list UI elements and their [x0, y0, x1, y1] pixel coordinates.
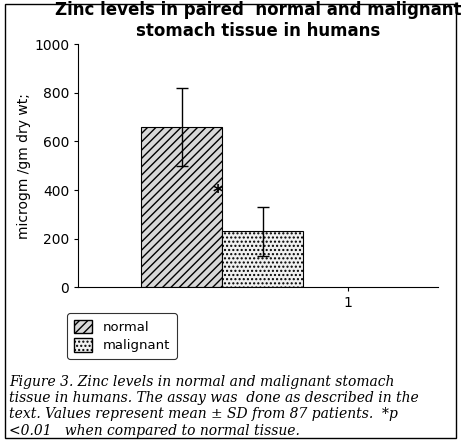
- Text: Figure 3. Zinc levels in normal and malignant stomach
tissue in humans. The assa: Figure 3. Zinc levels in normal and mali…: [9, 375, 419, 438]
- Text: *: *: [213, 183, 223, 202]
- Title: Zinc levels in paired  normal and malignant
stomach tissue in humans: Zinc levels in paired normal and maligna…: [55, 1, 461, 40]
- Y-axis label: microgm /gm dry wt;: microgm /gm dry wt;: [18, 93, 31, 239]
- Legend: normal, malignant: normal, malignant: [67, 313, 177, 359]
- Bar: [222, 232, 303, 287]
- Bar: [142, 127, 222, 287]
